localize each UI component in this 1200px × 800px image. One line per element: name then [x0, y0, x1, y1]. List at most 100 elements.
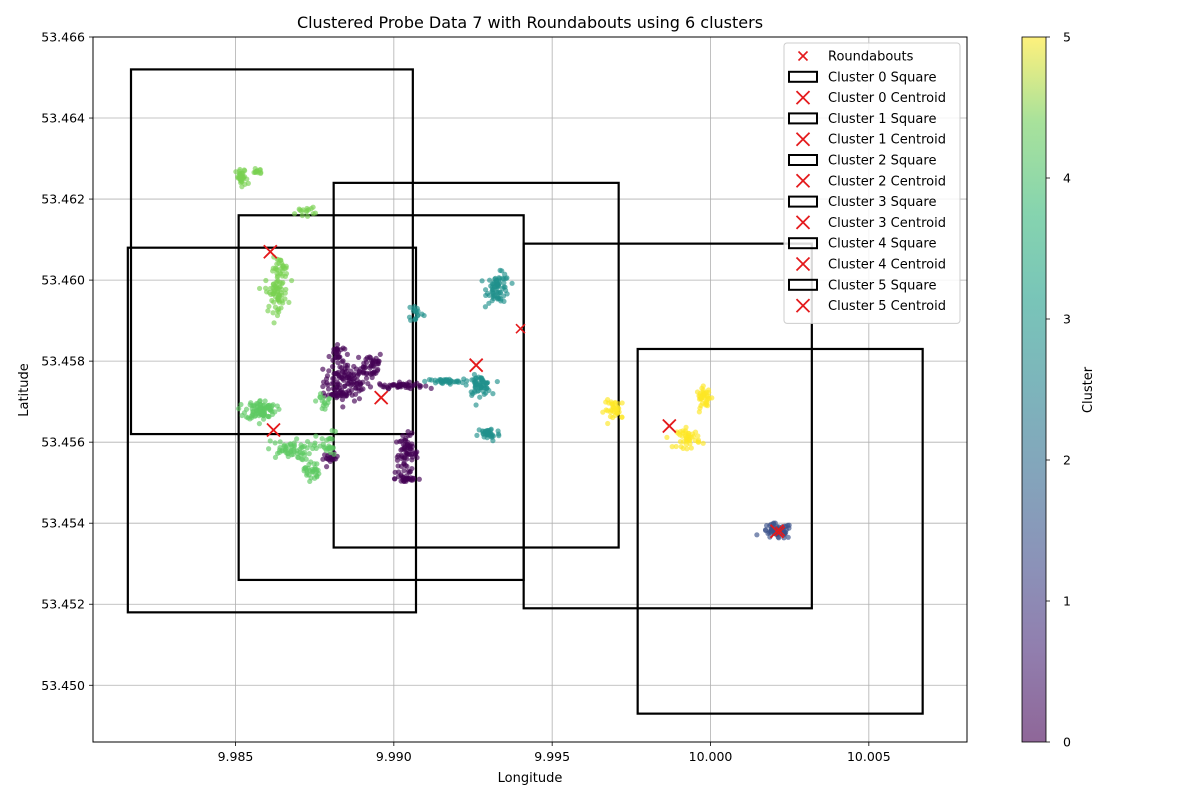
- cluster-1-point: [785, 534, 791, 540]
- cluster-2-point: [509, 280, 515, 286]
- cluster-3-point: [326, 444, 332, 451]
- cluster-3-point: [256, 408, 262, 414]
- cluster-4-point: [297, 207, 303, 213]
- cluster-1-point: [776, 535, 782, 541]
- cluster-2-point: [479, 278, 485, 284]
- legend-entry-label: Cluster 1 Square: [828, 112, 936, 127]
- cluster-0-point: [334, 341, 341, 348]
- roundabout-marker: [775, 526, 786, 537]
- x-tick-label: 9.990: [376, 749, 412, 764]
- colorbar-tick-label: 2: [1063, 453, 1071, 468]
- cluster-0-centroid: [374, 390, 389, 405]
- legend-centroid-marker: [795, 298, 811, 313]
- cluster-5-point: [614, 410, 620, 416]
- cluster-5-centroid-stroke: [662, 418, 677, 434]
- cluster-4-point: [266, 303, 272, 309]
- legend-entry-label: Cluster 5 Centroid: [828, 299, 946, 314]
- cluster-3-point: [306, 451, 312, 457]
- cluster-0-point: [398, 478, 404, 484]
- cluster-0-point: [336, 354, 342, 360]
- cluster-0-point: [404, 441, 410, 447]
- cluster-0-point: [418, 383, 424, 389]
- cluster-0-point: [406, 379, 412, 385]
- cluster-2-point: [474, 432, 480, 438]
- cluster-4-point: [299, 212, 305, 219]
- cluster-4-point: [271, 288, 278, 294]
- cluster-3-point: [323, 402, 330, 408]
- cluster-2-point: [486, 387, 492, 394]
- cluster-0-point: [323, 376, 330, 382]
- cluster-5-point: [700, 440, 706, 446]
- cluster-0-point: [334, 382, 340, 388]
- cluster-0-point: [339, 392, 345, 399]
- cluster-2-point: [499, 268, 505, 274]
- cluster-4-point: [272, 294, 279, 300]
- cluster-4-point: [271, 320, 277, 326]
- y-tick-label: 53.450: [41, 678, 85, 693]
- cluster-0-point: [406, 451, 412, 457]
- x-axis-label: Longitude: [498, 771, 563, 786]
- cluster-2-point: [436, 377, 443, 383]
- cluster-3-point: [297, 449, 303, 456]
- cluster-0-point: [333, 346, 339, 352]
- cluster-0-point: [344, 351, 350, 357]
- cluster-3-point: [327, 449, 334, 456]
- cluster-1-point: [766, 530, 772, 536]
- cluster-0-point: [410, 475, 416, 481]
- cluster-4-point: [271, 299, 277, 305]
- cluster-2-point: [482, 304, 489, 310]
- legend-centroid-marker: [795, 173, 811, 188]
- cluster-4-point: [256, 285, 263, 292]
- cluster-4-point: [279, 292, 285, 298]
- cluster-5-point: [699, 400, 706, 406]
- cluster-4-point: [263, 285, 269, 291]
- cluster-0-point: [328, 391, 335, 398]
- cluster-3-point: [238, 401, 244, 408]
- cluster-0-point: [401, 468, 407, 474]
- cluster-2-point: [489, 434, 495, 440]
- cluster-points: [233, 165, 792, 541]
- cluster-5-square: [636, 347, 924, 715]
- cluster-5-point: [685, 430, 692, 437]
- cluster-3-square: [237, 214, 525, 582]
- cluster-4-point: [253, 169, 259, 175]
- cluster-5-centroid: [662, 418, 677, 434]
- cluster-0-point: [405, 385, 411, 391]
- cluster-0-point: [365, 380, 371, 387]
- cluster-2-point: [503, 275, 509, 282]
- cluster-4-point: [272, 283, 278, 289]
- cluster-3-point: [272, 440, 278, 446]
- cluster-2-point: [478, 384, 484, 390]
- cluster-1-point: [785, 522, 791, 528]
- cluster-0-point: [395, 463, 401, 469]
- cluster-3-point: [313, 433, 319, 439]
- cluster-0-point: [414, 454, 420, 461]
- cluster-3-point: [312, 440, 318, 446]
- cluster-2-point: [481, 434, 487, 440]
- cluster-1-centroid: [769, 524, 785, 539]
- cluster-0-point: [344, 380, 351, 387]
- y-axis-ticks: 53.450 53.452 53.454 53.456 53.458 53.460 53.4…: [41, 30, 93, 693]
- cluster-5-point: [692, 437, 698, 444]
- legend-centroid-marker-stroke: [795, 215, 811, 230]
- y-tick-label: 53.452: [41, 597, 85, 612]
- cluster-0-point: [411, 382, 417, 388]
- cluster-3-point: [267, 438, 273, 444]
- legend-entry-label: Roundabouts: [828, 50, 914, 65]
- y-tick-label: 53.464: [41, 111, 85, 126]
- y-tick-label: 53.456: [41, 435, 85, 450]
- cluster-2-point: [422, 378, 428, 384]
- x-tick-label: 10.000: [689, 749, 733, 764]
- cluster-0-point: [401, 460, 407, 466]
- cluster-3-point: [314, 461, 320, 467]
- cluster-3-point: [322, 406, 328, 412]
- cluster-3-point: [302, 452, 308, 458]
- cluster-5-point: [697, 405, 703, 411]
- cluster-3-point: [260, 416, 267, 422]
- cluster-0-point: [340, 345, 346, 351]
- cluster-2-point: [483, 428, 489, 434]
- cluster-0-point: [324, 380, 330, 386]
- cluster-0-point: [398, 473, 405, 479]
- cluster-0-point: [356, 368, 362, 374]
- cluster-3-centroid-stroke: [266, 422, 281, 438]
